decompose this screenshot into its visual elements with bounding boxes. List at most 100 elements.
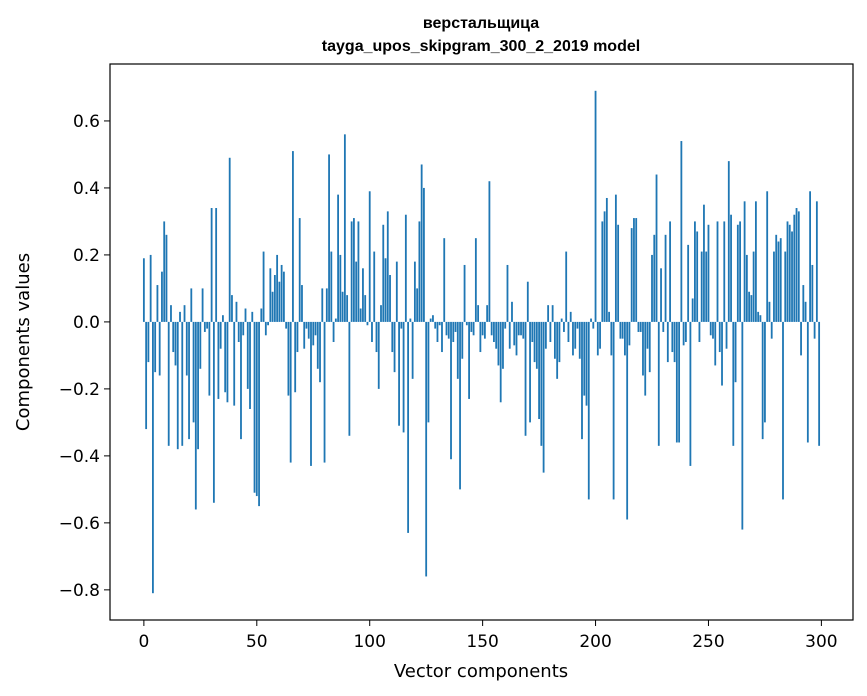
- bar: [206, 321, 209, 329]
- bar: [452, 321, 455, 342]
- bar: [149, 254, 152, 322]
- bar: [786, 221, 789, 322]
- bar: [791, 231, 793, 322]
- bar: [298, 218, 301, 322]
- bar: [675, 321, 678, 443]
- bar: [619, 321, 622, 339]
- plot-frame: [109, 63, 854, 621]
- bar: [651, 254, 653, 322]
- bar: [154, 321, 157, 373]
- bar-series: [142, 90, 821, 594]
- bar: [170, 305, 172, 322]
- bar: [432, 315, 434, 322]
- bar: [165, 234, 168, 322]
- bar: [337, 194, 339, 322]
- bar: [590, 318, 592, 322]
- bar: [495, 321, 498, 349]
- bar: [429, 318, 432, 322]
- bar: [777, 241, 780, 322]
- bar: [802, 285, 805, 322]
- bar: [797, 211, 800, 322]
- bar: [576, 321, 579, 329]
- y-tick-label: 0.0: [73, 313, 100, 333]
- bar: [558, 321, 561, 363]
- bar: [596, 321, 599, 356]
- bar: [522, 321, 525, 339]
- bar: [750, 295, 753, 322]
- bar: [624, 321, 626, 356]
- bar: [276, 254, 279, 322]
- bar: [289, 321, 292, 463]
- bar: [461, 321, 464, 359]
- bar: [235, 301, 238, 322]
- bar: [770, 321, 773, 339]
- bar: [565, 251, 568, 322]
- bar: [700, 251, 703, 322]
- bar: [574, 321, 577, 349]
- bar: [745, 254, 748, 322]
- bar: [364, 295, 367, 322]
- bar: [703, 204, 705, 322]
- bar: [610, 321, 613, 356]
- bar: [280, 264, 283, 322]
- bar: [246, 321, 249, 389]
- bar: [382, 224, 385, 322]
- bar: [806, 321, 809, 443]
- bar: [768, 301, 771, 322]
- bar: [321, 288, 324, 322]
- bar: [657, 321, 660, 446]
- bar: [307, 321, 310, 339]
- bar: [441, 321, 443, 353]
- bar: [176, 321, 179, 450]
- bar: [445, 321, 448, 336]
- bar: [269, 268, 272, 322]
- bar: [264, 321, 267, 336]
- bar: [594, 90, 597, 322]
- bar: [714, 321, 717, 366]
- bar: [800, 321, 802, 356]
- bar: [418, 221, 421, 322]
- bar: [368, 191, 371, 322]
- bar: [325, 288, 328, 322]
- bar: [635, 218, 638, 322]
- bar: [215, 208, 218, 322]
- bar: [736, 224, 739, 322]
- bar: [754, 201, 757, 322]
- bar: [443, 238, 446, 322]
- bar: [486, 305, 489, 322]
- bar: [587, 321, 590, 500]
- bar: [253, 321, 256, 493]
- bar: [346, 295, 349, 322]
- bar: [793, 214, 796, 322]
- bar: [287, 321, 290, 396]
- bar: [788, 224, 791, 322]
- bar: [671, 321, 674, 353]
- bar: [572, 321, 574, 356]
- bar: [497, 321, 500, 366]
- bar: [666, 321, 669, 363]
- bar: [156, 285, 159, 322]
- bar: [240, 321, 242, 440]
- bar: [551, 305, 554, 322]
- bar: [194, 321, 197, 510]
- bar: [605, 197, 608, 322]
- bar: [646, 321, 649, 349]
- bar: [748, 291, 751, 322]
- bar: [687, 244, 690, 322]
- bar: [653, 234, 656, 322]
- bar: [323, 321, 326, 463]
- bar: [560, 318, 563, 322]
- bar: [398, 321, 400, 426]
- bar: [716, 221, 719, 322]
- bar: [316, 321, 319, 369]
- bar: [612, 321, 615, 500]
- bar: [161, 271, 163, 322]
- bar: [759, 315, 762, 322]
- bar: [407, 321, 410, 533]
- bar: [285, 321, 288, 329]
- bar: [222, 315, 224, 322]
- bar: [463, 264, 466, 322]
- bar: [531, 321, 534, 342]
- bar: [334, 318, 337, 322]
- bar: [389, 275, 391, 322]
